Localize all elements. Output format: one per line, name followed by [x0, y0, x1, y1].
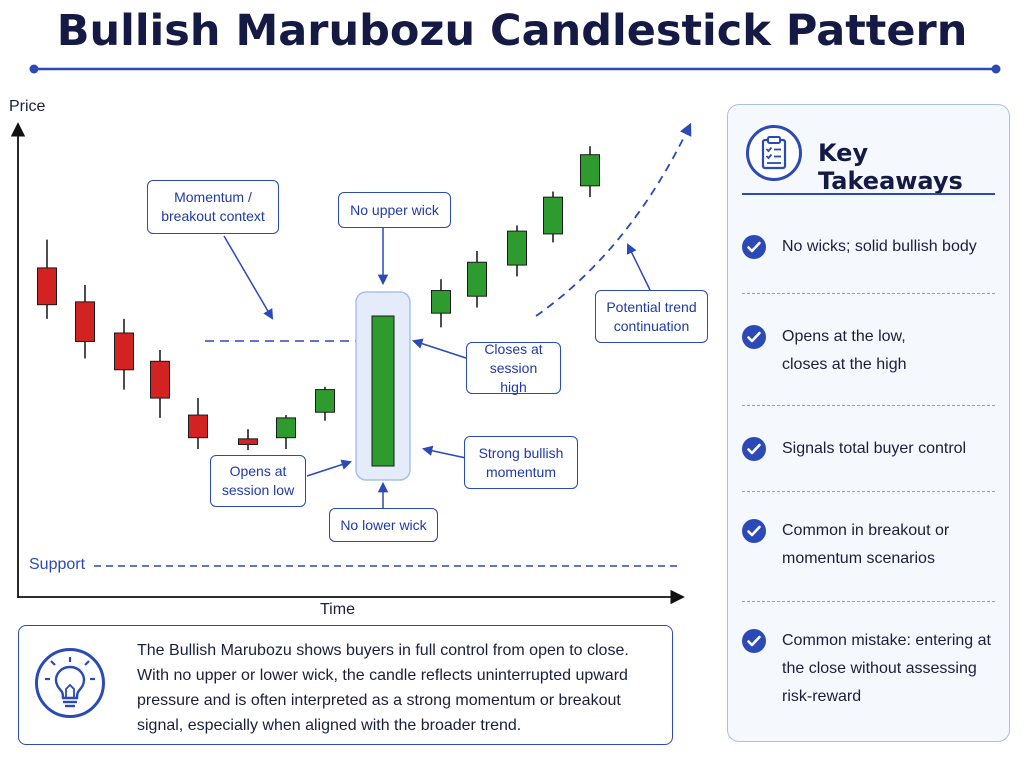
takeaway-text: No wicks; solid bullish body — [782, 238, 977, 255]
bearish-candle — [188, 398, 208, 450]
candle-body — [75, 301, 95, 342]
takeaways-header: Key Takeaways — [746, 125, 996, 199]
bullish-candle — [431, 279, 451, 328]
candle-body — [580, 154, 600, 187]
takeaway-text: Common in breakout or momentum scenarios — [782, 522, 950, 567]
candle-body — [188, 414, 208, 439]
takeaway-separator — [742, 293, 995, 294]
summary-text: The Bullish Marubozu shows buyers in ful… — [137, 642, 629, 734]
check-circle-icon — [742, 235, 766, 259]
check-circle-icon — [742, 325, 766, 349]
bearish-candle — [114, 318, 134, 390]
candle-body — [276, 417, 296, 439]
bearish-candle — [75, 284, 95, 359]
candle-body — [315, 389, 335, 413]
callout-no-upper-wick: No upper wick — [338, 192, 451, 228]
y-axis-label: Price — [9, 98, 46, 115]
summary-note: The Bullish Marubozu shows buyers in ful… — [18, 625, 673, 745]
bearish-candle — [150, 349, 170, 418]
candle-body — [114, 332, 134, 371]
candle-body — [431, 290, 451, 314]
check-circle-icon — [742, 629, 766, 653]
takeaway-text: Common mistake: entering at the close wi… — [782, 632, 991, 705]
takeaway-text: Signals total buyer control — [782, 440, 967, 457]
page-title: Bullish Marubozu Candlestick Pattern — [56, 6, 968, 56]
candle-body — [467, 261, 487, 297]
title-divider — [29, 64, 1001, 74]
x-axis-label: Time — [320, 601, 355, 618]
bullish-candle — [315, 386, 335, 421]
bullish-candle — [467, 250, 487, 308]
clipboard-checklist-icon — [746, 125, 802, 181]
takeaway-separator — [742, 601, 995, 602]
momentum-pointer — [223, 235, 274, 320]
bearish-candle — [238, 429, 258, 451]
takeaway-separator — [742, 491, 995, 492]
bullish-candle — [580, 146, 600, 198]
candle-body — [37, 267, 57, 306]
bullish-candle — [276, 415, 296, 450]
marubozu-candle — [371, 315, 395, 467]
strong-momentum-pointer — [421, 445, 467, 459]
bullish-candle — [507, 225, 527, 277]
candle-body — [371, 315, 395, 467]
check-circle-icon — [742, 519, 766, 543]
callout-trend-continuation: Potential trend continuation — [595, 290, 708, 343]
callout-opens-low: Opens at session low — [210, 455, 306, 507]
check-circle-icon — [742, 437, 766, 461]
bearish-candle — [37, 239, 57, 319]
bullish-candle — [543, 191, 563, 243]
takeaways-divider — [742, 193, 995, 195]
candle-body — [238, 438, 258, 445]
takeaway-separator — [742, 405, 995, 406]
support-label: Support — [29, 556, 86, 573]
candles-group — [37, 146, 600, 467]
candle-body — [150, 360, 170, 399]
callout-strong-momentum: Strong bullish momentum — [464, 436, 578, 489]
closes-high-pointer — [412, 338, 467, 359]
takeaways-title: Key Takeaways — [818, 139, 963, 195]
candle-body — [543, 196, 563, 235]
callout-no-lower-wick: No lower wick — [329, 508, 438, 542]
trend-continuation-arrow — [535, 122, 692, 317]
opens-low-pointer — [306, 459, 352, 477]
callout-momentum: Momentum / breakout context — [147, 180, 279, 234]
key-takeaways-panel: Key Takeaways No wicks; solid bullish bo… — [727, 104, 1010, 742]
takeaway-text: Opens at the low, closes at the high — [782, 328, 907, 373]
candle-body — [507, 230, 527, 266]
lightbulb-icon — [35, 648, 105, 718]
callout-closes-high: Closes at session high — [466, 341, 561, 395]
trend-pointer — [626, 243, 651, 291]
